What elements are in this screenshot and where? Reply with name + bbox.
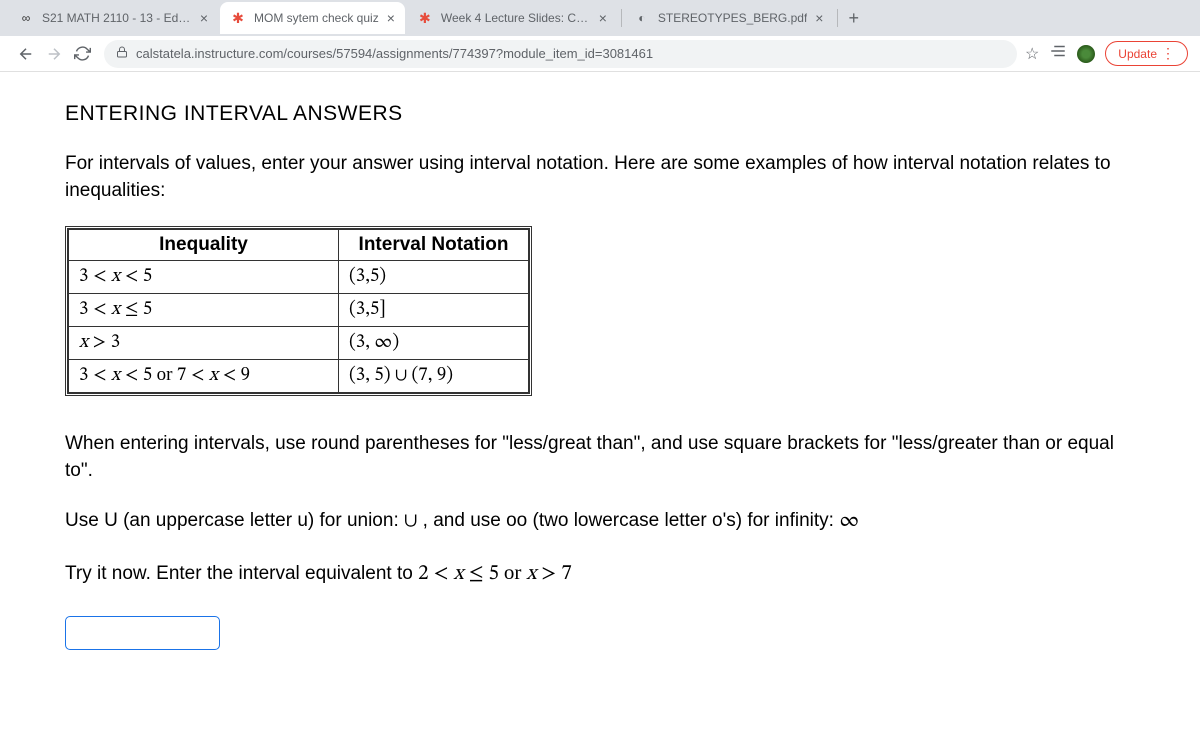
tab-separator bbox=[837, 9, 838, 27]
interval-cell: (3,5] bbox=[339, 294, 529, 327]
interval-cell: (3, 5) ∪ (7, 9) bbox=[339, 360, 529, 393]
update-label: Update bbox=[1118, 47, 1157, 61]
section-heading: ENTERING INTERVAL ANSWERS bbox=[65, 102, 1135, 126]
close-icon[interactable]: × bbox=[599, 11, 607, 25]
page-content: ENTERING INTERVAL ANSWERS For intervals … bbox=[0, 72, 1200, 680]
update-button[interactable]: Update ⋮ bbox=[1105, 41, 1188, 66]
prompt-text: Try it now. Enter the interval equivalen… bbox=[65, 563, 418, 584]
paragraph-parentheses: When entering intervals, use round paren… bbox=[65, 431, 1135, 484]
table-header-inequality: Inequality bbox=[69, 230, 339, 261]
browser-tab[interactable]: ◐ STEREOTYPES_BERG.pdf × bbox=[624, 2, 834, 34]
browser-tab-bar: ∞ S21 MATH 2110 - 13 - Edfinity × ✱ MOM … bbox=[0, 0, 1200, 36]
tab-separator bbox=[621, 9, 622, 27]
intro-paragraph: For intervals of values, enter your answ… bbox=[65, 151, 1135, 204]
browser-tab-active[interactable]: ✱ MOM sytem check quiz × bbox=[220, 2, 405, 34]
tab-title: S21 MATH 2110 - 13 - Edfinity bbox=[42, 11, 192, 25]
interval-cell: (3,5) bbox=[339, 261, 529, 294]
forward-button[interactable] bbox=[40, 40, 68, 68]
text: Use U (an uppercase letter u) for union: bbox=[65, 510, 404, 531]
tab-title: STEREOTYPES_BERG.pdf bbox=[658, 11, 807, 25]
new-tab-button[interactable]: + bbox=[840, 8, 867, 29]
lock-icon bbox=[116, 46, 128, 61]
browser-tab[interactable]: ∞ S21 MATH 2110 - 13 - Edfinity × bbox=[8, 2, 218, 34]
more-icon: ⋮ bbox=[1161, 45, 1175, 62]
reading-list-icon[interactable] bbox=[1049, 42, 1067, 65]
table-row: 3 < x ≤ 5(3,5] bbox=[69, 294, 529, 327]
bookmark-icon[interactable]: ☆ bbox=[1025, 44, 1039, 64]
inequality-cell: 3 < x ≤ 5 bbox=[69, 294, 339, 327]
interval-table: Inequality Interval Notation 3 < x < 5(3… bbox=[68, 229, 529, 393]
inequality-cell: x > 3 bbox=[69, 327, 339, 360]
toolbar-right: ☆ Update ⋮ bbox=[1025, 41, 1188, 66]
answer-input[interactable] bbox=[65, 616, 220, 650]
reload-button[interactable] bbox=[68, 40, 96, 68]
table-row: x > 3(3, ∞) bbox=[69, 327, 529, 360]
address-bar[interactable]: calstatela.instructure.com/courses/57594… bbox=[104, 40, 1017, 68]
interval-cell: (3, ∞) bbox=[339, 327, 529, 360]
browser-tab[interactable]: ✱ Week 4 Lecture Slides: CLS 20 × bbox=[407, 2, 617, 34]
tab-title: MOM sytem check quiz bbox=[254, 11, 379, 25]
canvas-icon: ✱ bbox=[230, 10, 246, 26]
close-icon[interactable]: × bbox=[815, 11, 823, 25]
table-row: 3 < x < 5 or 7 < x < 9(3, 5) ∪ (7, 9) bbox=[69, 360, 529, 393]
infinity-icon: ∞ bbox=[18, 10, 34, 26]
canvas-icon: ✱ bbox=[417, 10, 433, 26]
browser-toolbar: calstatela.instructure.com/courses/57594… bbox=[0, 36, 1200, 72]
extension-icon[interactable] bbox=[1077, 45, 1095, 63]
inequality-cell: 3 < x < 5 or 7 < x < 9 bbox=[69, 360, 339, 393]
close-icon[interactable]: × bbox=[387, 11, 395, 25]
table-row: 3 < x < 5(3,5) bbox=[69, 261, 529, 294]
union-symbol: ∪ bbox=[404, 510, 417, 531]
interval-table-wrap: Inequality Interval Notation 3 < x < 5(3… bbox=[65, 226, 532, 396]
prompt-paragraph: Try it now. Enter the interval equivalen… bbox=[65, 558, 1135, 588]
url-text: calstatela.instructure.com/courses/57594… bbox=[136, 46, 653, 61]
table-header-interval: Interval Notation bbox=[339, 230, 529, 261]
close-icon[interactable]: × bbox=[200, 11, 208, 25]
paragraph-union-infinity: Use U (an uppercase letter u) for union:… bbox=[65, 506, 1135, 535]
text: , and use oo (two lowercase letter o's) … bbox=[417, 510, 839, 531]
inequality-cell: 3 < x < 5 bbox=[69, 261, 339, 294]
back-button[interactable] bbox=[12, 40, 40, 68]
infinity-symbol: ∞ bbox=[839, 510, 859, 531]
pdf-icon: ◐ bbox=[634, 10, 650, 26]
prompt-math: 2 < x ≤ 5 or x > 7 bbox=[418, 563, 572, 584]
tab-title: Week 4 Lecture Slides: CLS 20 bbox=[441, 11, 591, 25]
